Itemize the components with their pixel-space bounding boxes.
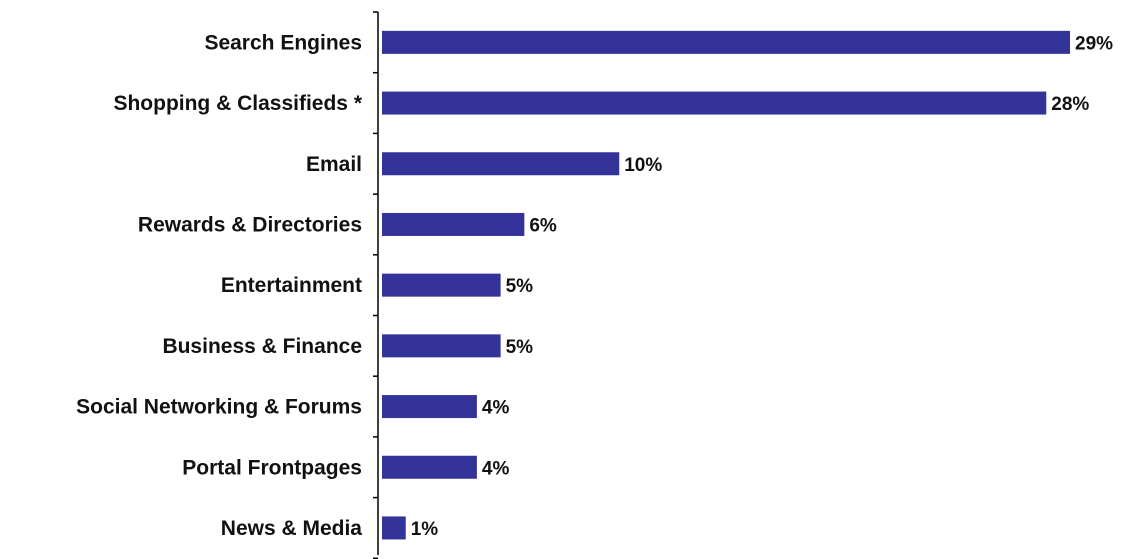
value-label: 5% (506, 276, 534, 297)
bar (382, 516, 406, 540)
category-label: News & Media (221, 517, 363, 540)
value-label: 10% (624, 155, 662, 176)
value-label: 28% (1051, 94, 1089, 115)
bar (382, 455, 477, 479)
bar (382, 30, 1070, 54)
value-label: 4% (482, 398, 510, 419)
category-label: Social Networking & Forums (76, 396, 362, 419)
y-axis-ticks (373, 11, 378, 559)
value-label: 4% (482, 458, 510, 479)
value-label: 5% (506, 337, 534, 358)
value-labels: 29% 28% 10% 6% 5% 5% 4% 4% 1% (411, 33, 1113, 540)
category-labels: Search Engines Shopping & Classifieds * Em… (76, 31, 363, 540)
bar (382, 273, 501, 297)
category-label: Portal Frontpages (182, 456, 362, 479)
category-label: Business & Finance (162, 335, 362, 358)
value-label: 1% (411, 519, 439, 540)
bar (382, 91, 1047, 115)
bar (382, 212, 525, 236)
category-label: Email (306, 153, 362, 176)
category-label: Rewards & Directories (138, 213, 362, 236)
bar (382, 152, 620, 176)
bars-group (382, 30, 1070, 540)
category-label: Shopping & Classifieds * (113, 92, 362, 115)
value-label: 6% (529, 215, 557, 236)
category-label: Entertainment (221, 274, 362, 297)
value-label: 29% (1075, 33, 1113, 54)
bar (382, 334, 501, 358)
bar (382, 395, 477, 419)
category-label: Search Engines (204, 31, 362, 54)
